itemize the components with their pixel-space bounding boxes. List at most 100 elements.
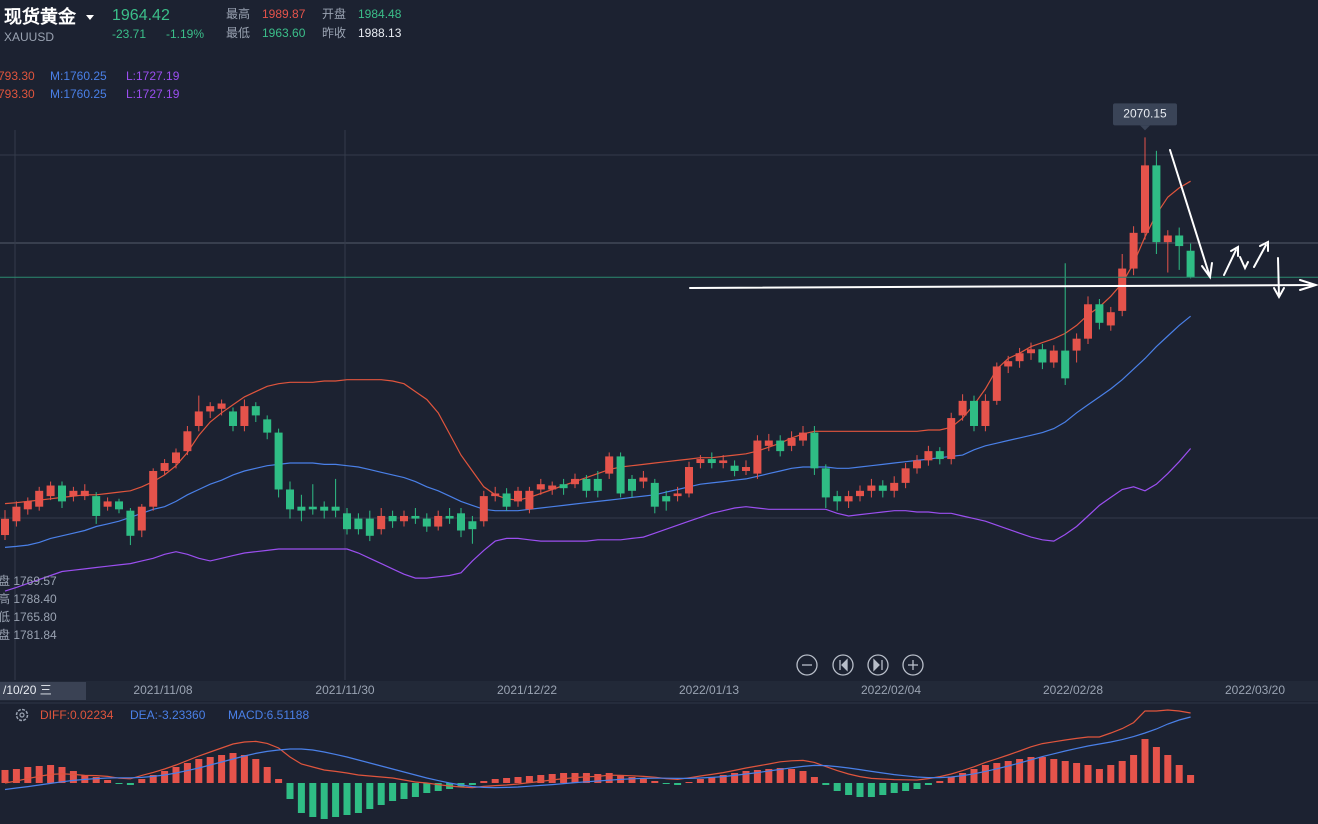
macd-bar (548, 774, 556, 783)
crosshair-info: 盘 1781.84 (0, 627, 57, 642)
candle-body (217, 403, 226, 409)
macd-bar (366, 783, 374, 809)
candle-body (787, 437, 796, 446)
candle-body (263, 419, 272, 433)
candle-body (958, 400, 967, 416)
arrow (1253, 240, 1269, 268)
candle-body (1186, 250, 1195, 278)
macd-bar (1152, 747, 1160, 783)
candle-body (867, 485, 876, 491)
macd-bar (218, 755, 226, 783)
zoom-out-button[interactable] (796, 654, 818, 676)
price-layer: 2070.15 (0, 103, 1318, 592)
candle-body (240, 406, 249, 426)
candle-body (696, 459, 705, 464)
candle-body (992, 366, 1001, 401)
candle-body (559, 484, 568, 489)
macd-bar (115, 783, 123, 784)
macd-bar (628, 777, 636, 783)
candle-body (639, 477, 648, 482)
macd-bar (104, 780, 112, 783)
candle-body (856, 490, 864, 497)
candle-body (890, 482, 899, 491)
candle-body (1038, 349, 1047, 363)
macd-bar (936, 781, 944, 783)
settings-icon[interactable] (15, 708, 29, 722)
macd-bar (788, 769, 796, 783)
candle-body (126, 510, 135, 536)
macd-bar (708, 777, 716, 783)
candle-body (981, 400, 990, 426)
macd-bar (1073, 763, 1081, 783)
x-tick-label: 2021/12/22 (497, 683, 557, 697)
label: 最高 (226, 6, 250, 21)
candle-body (457, 513, 465, 531)
symbol: XAUUSD (4, 30, 54, 44)
macd-bar (810, 777, 818, 783)
prev-button[interactable] (832, 654, 854, 676)
macd-bar (400, 783, 408, 799)
candle-body (286, 489, 294, 510)
next-button[interactable] (867, 654, 889, 676)
candle-body (422, 518, 431, 527)
macd-bar (879, 783, 887, 795)
macd-bar (206, 757, 214, 783)
candle-body (411, 515, 420, 519)
macd-bar (195, 759, 203, 783)
candle-body (320, 506, 329, 511)
candle-body (400, 515, 408, 522)
crosshair-date-box (0, 682, 86, 700)
candle-body (491, 493, 500, 497)
macd-bar (69, 771, 77, 783)
macd-bar (537, 775, 545, 783)
band-upper: 793.30 (0, 69, 35, 83)
candle-body (468, 521, 477, 530)
candle-body (46, 485, 55, 497)
candle-body (536, 484, 545, 490)
candle-body (776, 440, 785, 452)
x-tick-label: 2021/11/30 (315, 683, 374, 697)
x-tick-label: 2022/03/20 (1225, 683, 1285, 697)
macd-bar (149, 775, 157, 783)
macd-bar (240, 755, 248, 783)
macd-bar (856, 783, 864, 797)
macd-bar (1141, 739, 1149, 783)
candle-body (1141, 165, 1149, 233)
candle-body (616, 456, 625, 494)
candle-body (901, 468, 910, 483)
macd-bar (491, 779, 499, 783)
macd-bar (286, 783, 294, 799)
macd-bar (503, 778, 511, 783)
macd-bar (605, 773, 613, 783)
macd-bar (320, 783, 328, 819)
candle-body (650, 482, 659, 507)
candle-body (593, 478, 602, 491)
macd-bar (138, 779, 146, 783)
macd-bar (183, 763, 191, 783)
candle-body (502, 493, 511, 507)
candle-body (1106, 312, 1115, 326)
candle-body (878, 485, 887, 491)
macd-bar (1164, 755, 1172, 783)
macd-bar (480, 781, 488, 783)
macd-bar (753, 770, 761, 783)
candle-body (1015, 353, 1024, 362)
macd-bar (1004, 761, 1012, 783)
macd-bar (1016, 759, 1024, 783)
zoom-in-button[interactable] (902, 654, 924, 676)
macd-bar (902, 783, 910, 791)
macd-bar (1027, 757, 1035, 783)
candle-body (354, 518, 363, 530)
macd-bar (1084, 765, 1092, 783)
crosshair-info: 盘 1769.57 (0, 573, 57, 588)
macd-bar (126, 783, 134, 785)
arrow (1239, 256, 1249, 271)
dropdown-caret[interactable] (86, 15, 94, 20)
band-mid: M:1760.25 (50, 69, 107, 83)
macd-bar (993, 763, 1001, 783)
annotation-box (1113, 103, 1177, 126)
macd-bar (594, 774, 602, 783)
macd-bar (229, 753, 237, 783)
candle-body (799, 432, 807, 441)
